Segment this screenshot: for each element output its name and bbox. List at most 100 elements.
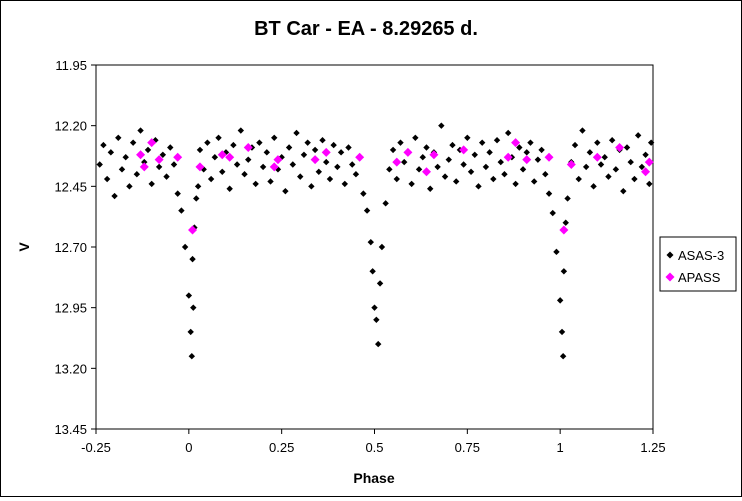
asas-3-point (188, 353, 196, 360)
y-tick-label: 12.20 (54, 119, 87, 134)
y-axis: 11.95 12.20 12.45 12.70 12.95 13.20 13.45 (54, 58, 96, 437)
asas-3-point (300, 151, 308, 158)
asas-3-point (263, 149, 271, 156)
apass-point (217, 150, 227, 160)
asas-3-point (115, 134, 122, 141)
asas-3-point (401, 158, 408, 166)
asas-3-point (226, 185, 233, 192)
apass-point (511, 138, 521, 148)
asas-3-point (330, 141, 337, 149)
asas-3-point (304, 139, 311, 146)
y-tick-label: 13.45 (54, 422, 87, 437)
y-tick-label: 13.20 (54, 361, 87, 376)
asas-3-point (118, 166, 126, 173)
asas-3-point (319, 137, 326, 144)
apass-point (273, 155, 283, 165)
y-tick-label: 11.95 (55, 58, 87, 73)
asas-3-point (438, 122, 445, 129)
asas-3-point (545, 190, 553, 197)
apass-point (136, 150, 146, 160)
asas-3-point (467, 168, 475, 175)
asas-3-point (558, 328, 566, 336)
asas-3-point (445, 156, 452, 163)
asas-3-point (579, 127, 586, 134)
asas-3-point (360, 190, 367, 197)
x-tick-label: 1.25 (640, 440, 665, 455)
asas-3-point (352, 171, 360, 178)
asas-3-point (553, 248, 560, 256)
asas-3-point (620, 187, 627, 195)
asas-3-point (523, 149, 530, 156)
asas-3-point (419, 154, 426, 161)
asas-3-point (334, 163, 341, 171)
asas-3-point (642, 151, 649, 158)
asas-3-point (408, 180, 415, 188)
asas-3-point (137, 127, 144, 134)
asas-3-point (386, 166, 393, 173)
apass-point (154, 155, 164, 165)
asas-3-point (415, 166, 423, 173)
asas-3-point (594, 139, 601, 146)
apass-point (421, 167, 431, 177)
asas-3-point (190, 304, 197, 311)
asas-3-point (646, 180, 653, 188)
asas-3-point (111, 192, 118, 200)
asas-3-point (601, 154, 608, 161)
y-tick-label: 12.45 (54, 179, 87, 194)
asas-3-point (185, 292, 193, 299)
asas-3-point (478, 139, 486, 146)
asas-3-point (449, 141, 456, 149)
asas-3-point (207, 175, 215, 183)
asas-3-point (393, 175, 400, 183)
asas-3-point (285, 144, 293, 151)
asas-3-point (122, 154, 129, 161)
y-tick-label: 12.95 (54, 301, 87, 316)
asas-3-point (530, 178, 538, 185)
legend-label-asas-3: ASAS-3 (678, 248, 724, 263)
asas-3-point (349, 161, 356, 168)
apass-point (225, 152, 235, 162)
asas-3-point (174, 190, 181, 197)
asas-3-point (556, 297, 564, 304)
asas-3-point (345, 144, 352, 151)
asas-3-point (144, 146, 152, 154)
apass-point (544, 152, 554, 162)
asas-3-point (371, 304, 378, 311)
asas-3-point (282, 187, 289, 195)
apass-point (641, 167, 651, 177)
asas-3-point (337, 149, 345, 156)
asas-3-point (297, 173, 304, 180)
y-tick-label: 12.70 (54, 240, 87, 255)
asas-3-point (382, 200, 389, 207)
apass-point (644, 157, 654, 167)
asas-3-point (378, 243, 386, 251)
asas-3-point (605, 173, 612, 180)
asas-3-point (373, 316, 380, 323)
asas-3-point (512, 180, 519, 188)
asas-3-point (219, 168, 226, 175)
asas-3-point (389, 146, 397, 154)
asas-3-point (627, 158, 634, 166)
asas-3-point (634, 132, 642, 139)
asas-3-point (375, 340, 382, 348)
apass-point (195, 162, 205, 172)
apass-point (503, 152, 513, 162)
asas-3-point (482, 163, 490, 171)
asas-3-point (126, 183, 133, 190)
chart-title: BT Car - EA - 8.29265 d. (254, 18, 478, 40)
apass-point (321, 147, 331, 157)
asas-3-point (560, 268, 568, 275)
apass-point (355, 152, 365, 162)
asas-3-point (367, 238, 374, 246)
apass-point (243, 143, 253, 153)
asas-3-point (187, 328, 194, 336)
asas-3-point (516, 144, 523, 151)
asas-3-point (597, 161, 605, 168)
asas-3-point (441, 173, 449, 180)
asas-3-point (289, 161, 297, 168)
asas-3-point (564, 195, 571, 202)
apass-point (559, 225, 569, 235)
asas-3-point (549, 209, 556, 217)
asas-3-point (623, 144, 631, 151)
